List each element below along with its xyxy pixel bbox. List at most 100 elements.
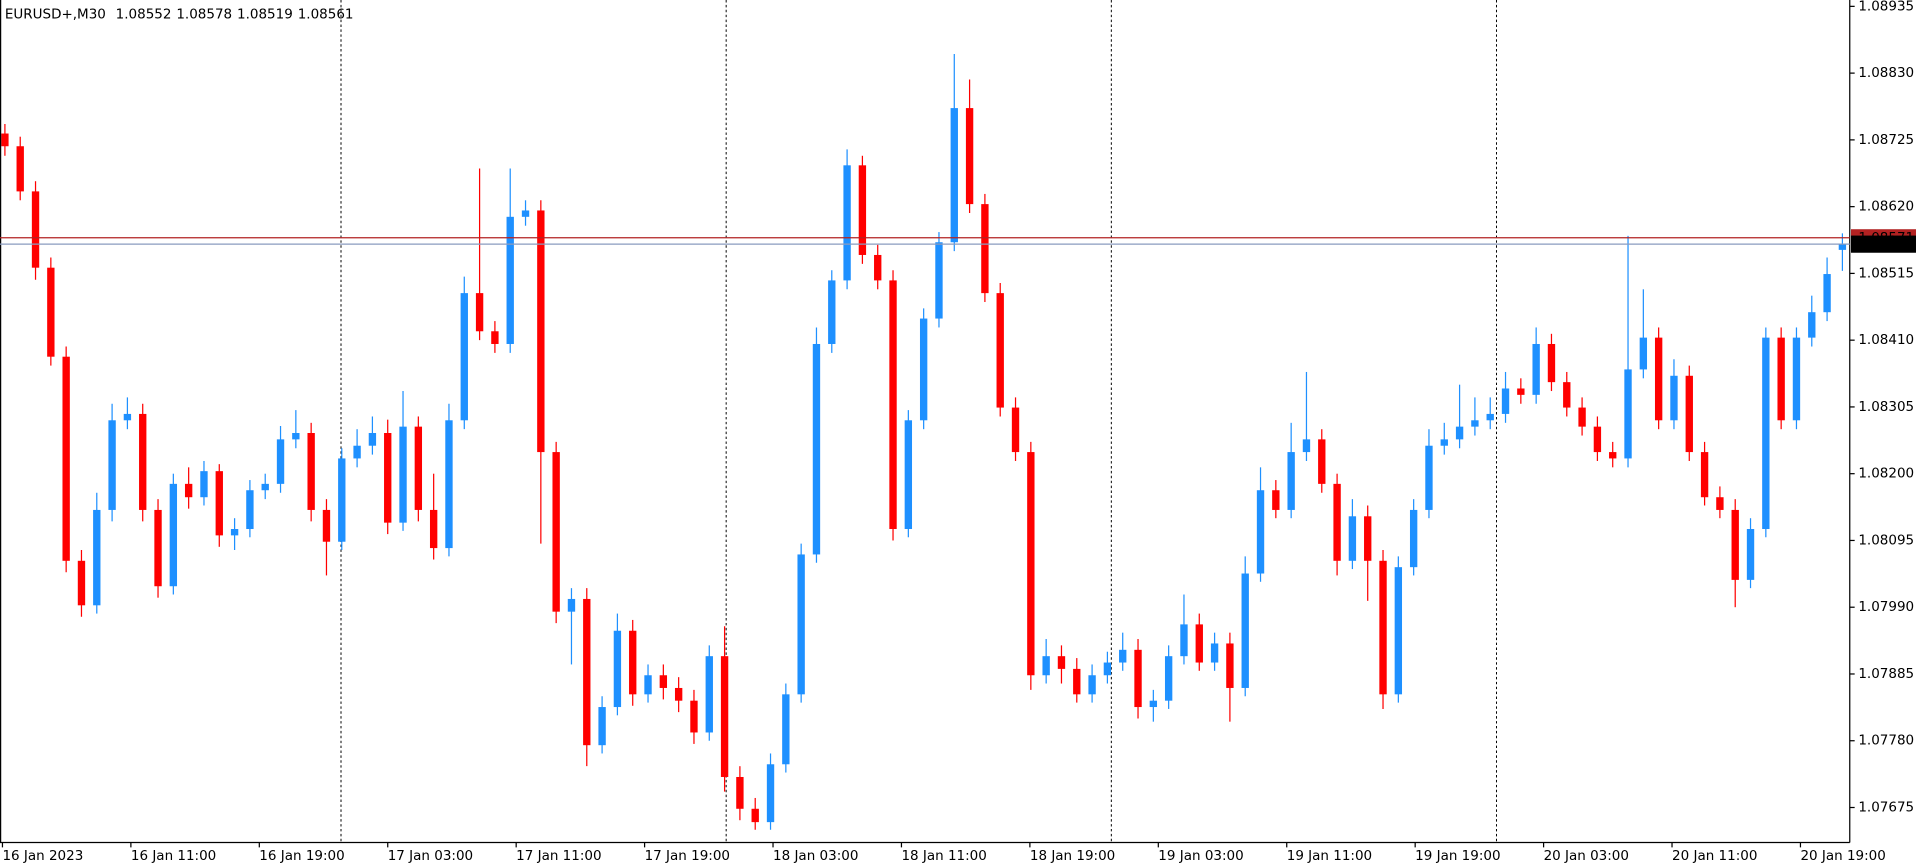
candle-body [1593, 426, 1602, 453]
candle-body [1134, 649, 1142, 708]
candle-body [812, 343, 821, 555]
x-tick-label: 20 Jan 11:00 [1672, 848, 1757, 864]
header-open: 1.08552 [116, 7, 172, 23]
candle-body [47, 267, 55, 357]
candle-body [1746, 529, 1755, 580]
candle-body [475, 293, 484, 332]
x-tick-label: 16 Jan 19:00 [259, 848, 344, 864]
candle-body [521, 210, 530, 217]
candle-body [1302, 439, 1311, 453]
x-tick-label: 20 Jan 03:00 [1544, 848, 1629, 864]
candle-body [261, 483, 269, 491]
candle-body [1471, 420, 1479, 427]
candle-body [766, 764, 775, 823]
candle-body [843, 165, 851, 281]
candle-body [1501, 388, 1510, 414]
candle-body [981, 204, 989, 294]
candle-body [215, 471, 223, 536]
x-tick-label: 20 Jan 19:00 [1800, 848, 1885, 864]
y-tick-label: 1.08095 [1858, 532, 1914, 548]
candle-body [904, 420, 913, 530]
candle-body [1563, 382, 1571, 408]
y-tick-label: 1.08830 [1858, 65, 1914, 81]
x-tick-label: 17 Jan 11:00 [516, 848, 601, 864]
candle-body [874, 254, 882, 281]
candle-body [384, 432, 392, 523]
candle-body [705, 656, 713, 733]
x-tick-label: 17 Jan 19:00 [645, 848, 730, 864]
candle-body [368, 432, 377, 446]
candle-body [598, 707, 606, 746]
candle-body [552, 452, 560, 612]
x-tick-label: 19 Jan 03:00 [1158, 848, 1243, 864]
candle-body [123, 413, 132, 421]
candle-body [1670, 375, 1678, 421]
candle-body [1792, 337, 1801, 421]
candle-body [1409, 509, 1418, 568]
candle-body [950, 108, 958, 243]
candle-body [491, 331, 499, 344]
candle-body [1180, 624, 1188, 657]
candle-body [1517, 388, 1525, 395]
candle-body [858, 165, 867, 255]
candle-body [659, 675, 668, 688]
candle-body [751, 808, 759, 823]
candle-body [1624, 369, 1632, 459]
candle-body [613, 630, 622, 708]
symbol: EURUSD+,M30 [5, 7, 106, 23]
header-low: 1.08519 [237, 7, 293, 23]
candle-body [1226, 643, 1234, 688]
candle-body [736, 776, 744, 809]
y-tick-label: 1.08305 [1858, 399, 1914, 415]
candle-body [1073, 668, 1081, 695]
candle-body [1716, 497, 1724, 510]
candle-body [429, 509, 438, 549]
candle-body [1532, 343, 1540, 395]
candle-body [996, 293, 1004, 408]
y-tick-label: 1.08515 [1858, 265, 1914, 281]
y-tick-label: 1.07780 [1858, 733, 1914, 749]
candle-body [1762, 337, 1770, 530]
candle-body [1486, 413, 1494, 421]
candle-body [1700, 452, 1709, 498]
candle-body [1777, 337, 1785, 421]
y-tick-label: 1.08620 [1858, 199, 1914, 215]
candle-body [1103, 662, 1112, 676]
candle-body [353, 445, 361, 459]
candle-body [108, 420, 116, 510]
candle-body [16, 146, 24, 192]
candle-body [1287, 452, 1295, 510]
candle-body [1823, 274, 1831, 313]
candle-body [414, 426, 423, 510]
candle-body [720, 656, 729, 777]
candle-body [1609, 452, 1617, 459]
candle-body [1119, 649, 1127, 663]
candle-body [1639, 337, 1648, 370]
candle-body [1057, 656, 1066, 669]
candle-body [1088, 675, 1096, 695]
header-close: 1.08561 [298, 7, 354, 23]
candle-body [246, 490, 254, 530]
candle-body [674, 687, 683, 701]
candle-body [644, 675, 652, 695]
candle-body [1425, 445, 1433, 510]
candle-body [537, 210, 545, 453]
candle-body [62, 356, 70, 561]
candle-body [169, 483, 178, 587]
candle-body [200, 471, 208, 498]
candle-body [567, 598, 576, 612]
candle-body [1731, 509, 1739, 580]
candle-body [184, 483, 193, 498]
candle-body [338, 458, 346, 542]
x-tick-label: 17 Jan 03:00 [388, 848, 473, 864]
candle-body [230, 529, 239, 536]
candle-body [1547, 343, 1556, 383]
x-tick-label: 16 Jan 11:00 [131, 848, 216, 864]
candle-body [1379, 560, 1387, 695]
candle-body [506, 216, 514, 344]
y-tick-label: 1.07990 [1858, 599, 1914, 615]
candle-body [460, 293, 468, 421]
candle-body [154, 509, 162, 587]
candles [1, 54, 1847, 830]
candle-body [31, 191, 40, 268]
